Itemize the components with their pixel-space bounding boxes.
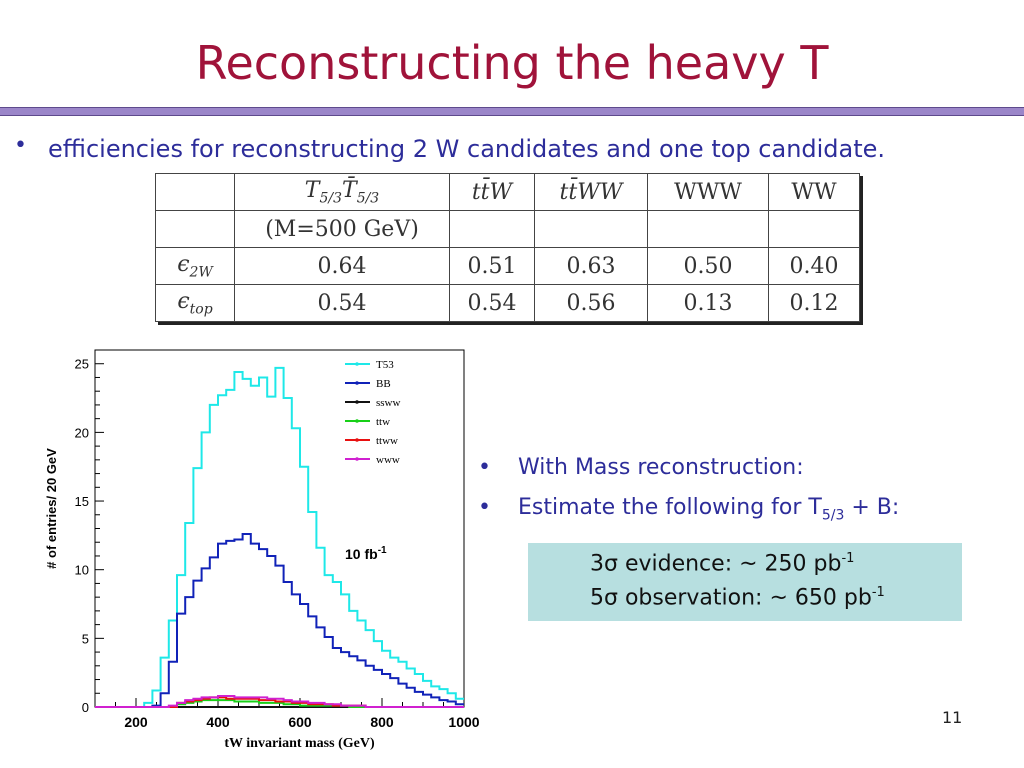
y-tick-label: 0	[82, 700, 89, 715]
table-cell: 0.51	[449, 247, 535, 285]
table-subheader-row: (M=500 GeV)	[155, 210, 860, 248]
legend-marker-ttww	[355, 438, 359, 442]
table-cell: 0.40	[768, 247, 860, 285]
header-t53: T5/3T̄5/3	[234, 173, 450, 211]
slide-title: Reconstructing the heavy T	[195, 36, 829, 90]
y-tick-label: 15	[75, 494, 89, 509]
table-cell: 0.13	[647, 284, 769, 322]
legend-marker-ssww	[355, 400, 359, 404]
bullet-dot: •	[14, 133, 27, 158]
legend-label-ttww: ttww	[376, 435, 398, 447]
bullet-dot: •	[478, 455, 491, 480]
series-BB	[95, 532, 464, 708]
legend-label-ttw: ttw	[376, 416, 390, 428]
table-cell: 0.64	[234, 247, 450, 285]
bullet-text: efficiencies for reconstructing 2 W cand…	[48, 135, 886, 163]
luminosity-annotation: 10 fb-1	[345, 545, 387, 562]
legend-marker-ttw	[355, 419, 359, 423]
y-tick-label: 20	[75, 425, 89, 440]
y-tick-label: 25	[75, 357, 89, 372]
observation-line: 5σ observation: ~ 650 pb-1	[590, 585, 885, 611]
x-tick-label: 200	[124, 714, 148, 730]
legend-label-BB: BB	[376, 378, 391, 390]
plot-frame	[94, 349, 465, 708]
bullet-dot: •	[478, 495, 491, 520]
evidence-line: 3σ evidence: ~ 250 pb-1	[590, 551, 855, 577]
mass-histogram-chart: 0 5 10 15 20 25 200 400 600 800 1000 tW invariant m…	[44, 349, 480, 751]
header-www: WWW	[647, 173, 769, 211]
table-corner-cell	[155, 173, 235, 211]
bullet-text: Estimate the following for T5/3 + B:	[518, 495, 900, 524]
x-tick-label: 600	[288, 714, 312, 730]
table-header-row: T5/3T̄5/3 tt̄W tt̄WW WWW WW	[155, 173, 860, 211]
legend-label-T53: T53	[376, 359, 394, 371]
header-ww: WW	[768, 173, 860, 211]
table-cell: 0.54	[234, 284, 450, 322]
table-row-e2w: ϵ2W 0.64 0.51 0.63 0.50 0.40	[155, 247, 860, 285]
bullet-text: With Mass reconstruction:	[518, 455, 804, 480]
header-ttww: tt̄WW	[534, 173, 648, 211]
efficiency-table: T5/3T̄5/3 tt̄W tt̄WW WWW WW (M=500 GeV) …	[155, 173, 860, 322]
header-ttw: tt̄W	[449, 173, 535, 211]
subheader-mass: (M=500 GeV)	[234, 210, 450, 248]
table-cell: 0.12	[768, 284, 860, 322]
table-cell: 0.50	[647, 247, 769, 285]
y-axis-label: # of entries/ 20 GeV	[44, 448, 59, 569]
legend-label-ssww: ssww	[376, 397, 401, 409]
row-label-e2w: ϵ2W	[155, 247, 235, 285]
page-number: 11	[942, 708, 963, 727]
y-tick-label: 5	[82, 631, 89, 646]
x-tick-label: 800	[370, 714, 394, 730]
legend-marker-T53	[355, 362, 359, 366]
y-tick-label: 10	[75, 563, 89, 578]
significance-box: 3σ evidence: ~ 250 pb-1 5σ observation: …	[528, 543, 962, 621]
x-tick-label: 400	[206, 714, 230, 730]
x-tick-label: 1000	[448, 714, 479, 730]
table-row-etop: ϵtop 0.54 0.54 0.56 0.13 0.12	[155, 284, 860, 322]
x-axis-label: tW invariant mass (GeV)	[224, 736, 375, 751]
legend-marker-www	[355, 457, 359, 461]
legend-marker-BB	[355, 381, 359, 385]
table-cell: 0.63	[534, 247, 648, 285]
table-cell: 0.54	[449, 284, 535, 322]
row-label-etop: ϵtop	[155, 284, 235, 322]
legend-label-www: www	[376, 454, 400, 466]
table-cell: 0.56	[534, 284, 648, 322]
series-www	[95, 695, 464, 708]
title-divider	[0, 107, 1024, 116]
